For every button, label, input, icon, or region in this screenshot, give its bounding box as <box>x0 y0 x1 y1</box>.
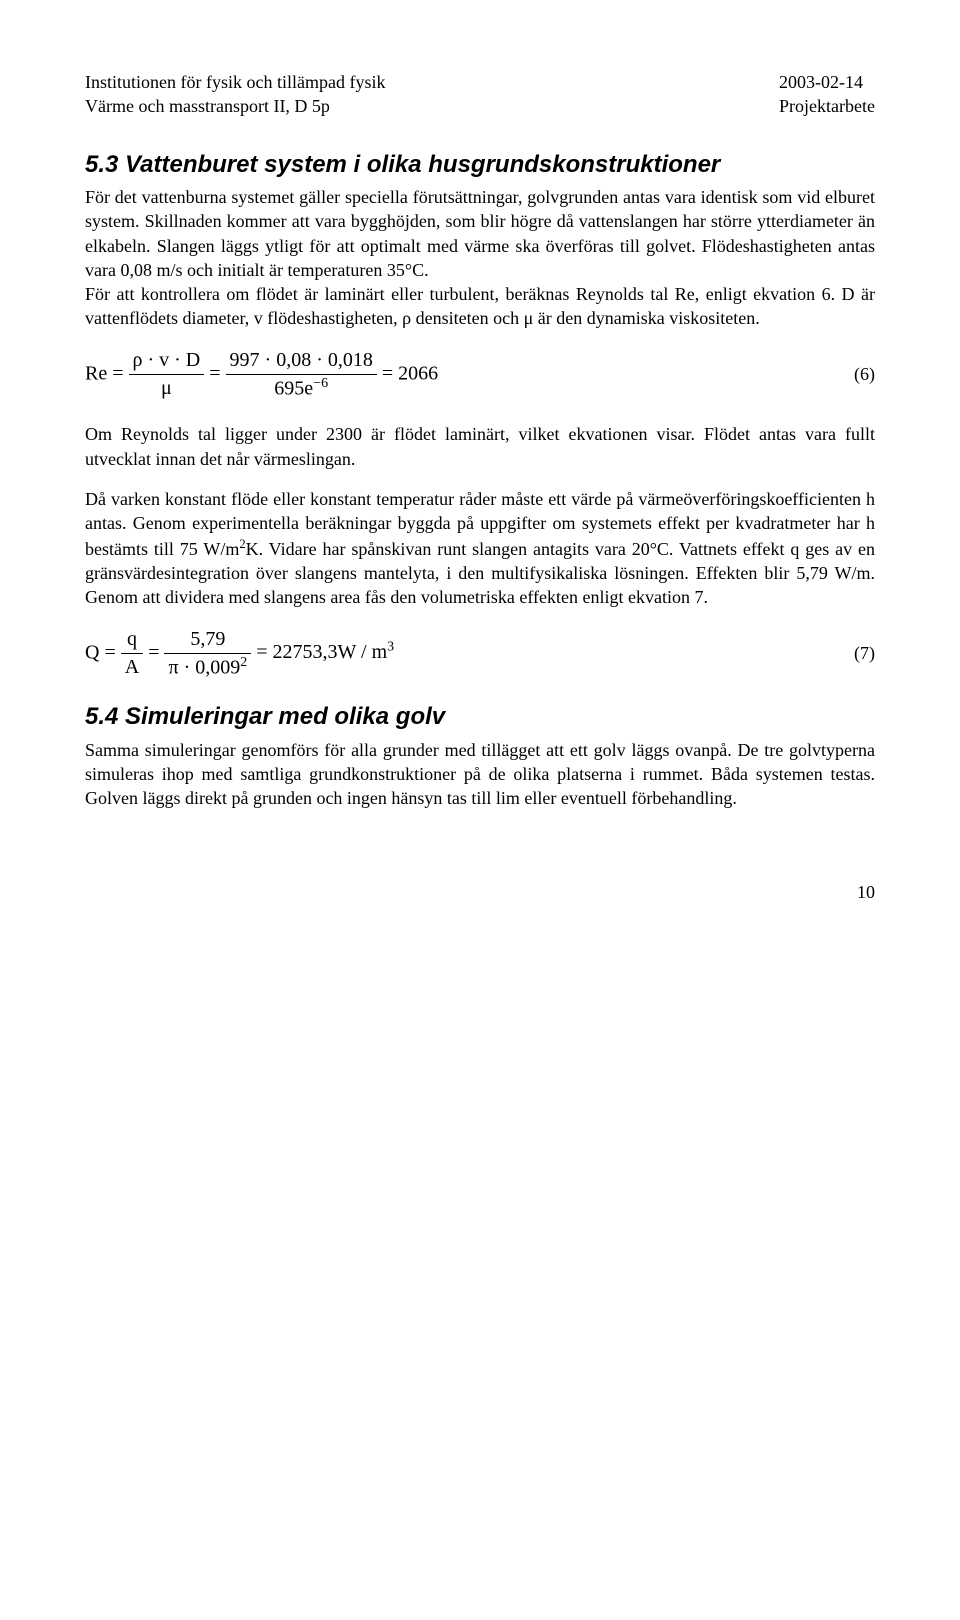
eq7-mid: = <box>148 641 159 663</box>
eq7-rhs: = 22753,3W / m3 <box>256 641 394 663</box>
equation-7-number: (7) <box>854 641 875 665</box>
section-53-heading: 5.3 Vattenburet system i olika husgrunds… <box>85 149 875 181</box>
header-project: Projektarbete <box>779 94 875 118</box>
equation-6-number: (6) <box>854 362 875 386</box>
section-53-para4: Då varken konstant flöde eller konstant … <box>85 487 875 609</box>
eq6-frac1-num: ρ · v · D <box>129 347 205 375</box>
section-54-para1: Samma simuleringar genomförs för alla gr… <box>85 738 875 811</box>
header-left: Institutionen för fysik och tillämpad fy… <box>85 70 385 119</box>
eq6-mid: = <box>209 362 220 384</box>
eq7-frac2-num: 5,79 <box>164 626 251 654</box>
eq7-frac1-num: q <box>121 626 143 654</box>
page-header: Institutionen för fysik och tillämpad fy… <box>85 70 875 119</box>
section-53-para2: För att kontrollera om flödet är laminär… <box>85 282 875 331</box>
section-53-para3: Om Reynolds tal ligger under 2300 är flö… <box>85 422 875 471</box>
equation-7: Q = q A = 5,79 π · 0,0092 = 22753,3W / m… <box>85 626 394 682</box>
header-institution: Institutionen för fysik och tillämpad fy… <box>85 70 385 94</box>
eq7-frac2-den: π · 0,0092 <box>164 654 251 682</box>
equation-6: Re = ρ · v · D μ = 997 · 0,08 · 0,018 69… <box>85 347 438 403</box>
eq6-frac1-den: μ <box>129 375 205 402</box>
header-course: Värme och masstransport II, D 5p <box>85 94 385 118</box>
eq6-rhs: = 2066 <box>382 362 438 384</box>
page-number: 10 <box>85 880 875 904</box>
eq6-frac2-num: 997 · 0,08 · 0,018 <box>226 347 377 375</box>
eq6-lhs: Re = <box>85 362 124 384</box>
eq7-frac1-den: A <box>121 654 143 681</box>
equation-6-row: Re = ρ · v · D μ = 997 · 0,08 · 0,018 69… <box>85 347 875 403</box>
equation-7-row: Q = q A = 5,79 π · 0,0092 = 22753,3W / m… <box>85 626 875 682</box>
eq7-lhs: Q = <box>85 641 116 663</box>
eq6-frac2-den: 695e−6 <box>226 375 377 403</box>
section-53-para1: För det vattenburna systemet gäller spec… <box>85 185 875 282</box>
header-date: 2003-02-14 <box>779 70 875 94</box>
header-right: 2003-02-14 Projektarbete <box>779 70 875 119</box>
section-54-heading: 5.4 Simuleringar med olika golv <box>85 701 875 733</box>
section-53-body: För det vattenburna systemet gäller spec… <box>85 185 875 331</box>
